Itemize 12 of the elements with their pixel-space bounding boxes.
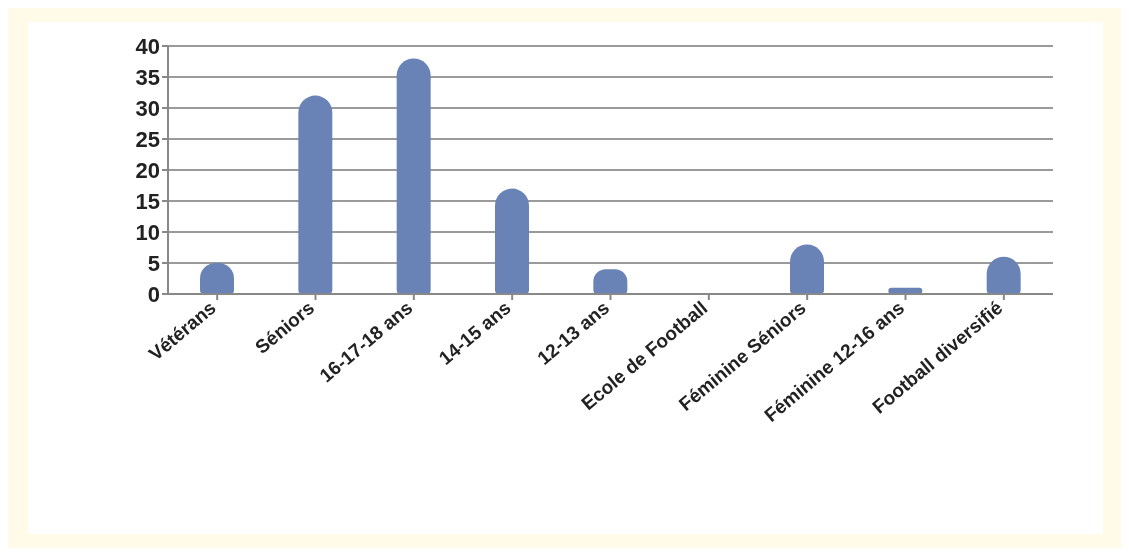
y-tick-label: 10	[135, 219, 160, 245]
y-tick-label: 0	[147, 281, 160, 307]
bar	[396, 58, 431, 294]
y-tick-label: 15	[135, 188, 160, 214]
bar	[495, 188, 529, 294]
y-tick-label: 5	[147, 250, 160, 276]
y-tick-label: 30	[135, 95, 160, 121]
bar	[298, 95, 333, 294]
y-tick-label: 35	[135, 64, 160, 90]
y-tick-label: 20	[135, 157, 160, 183]
y-tick-label: 40	[135, 33, 160, 59]
y-tick-label: 25	[135, 126, 160, 152]
